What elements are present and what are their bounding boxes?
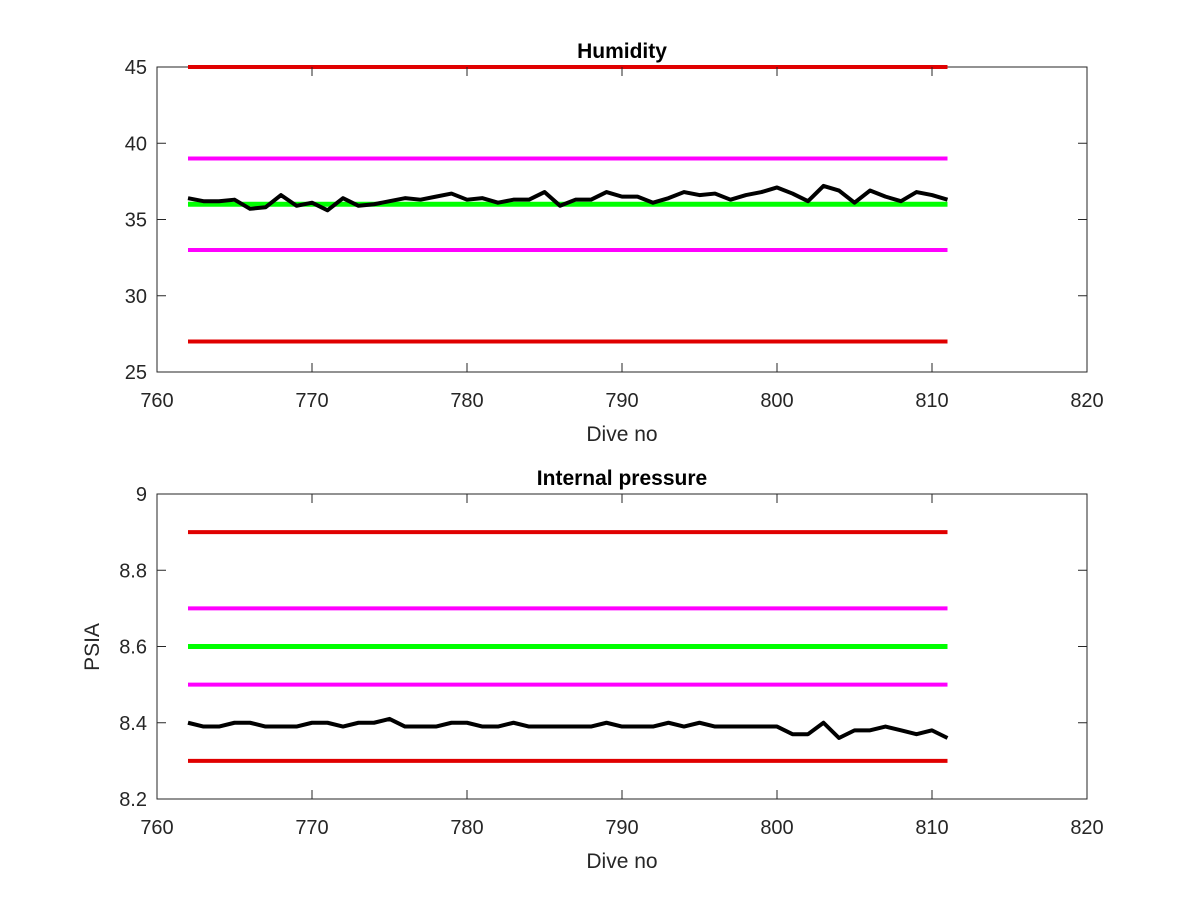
humidity-x-tick-label: 790 — [605, 390, 638, 412]
humidity-x-tick-label: 780 — [450, 390, 483, 412]
humidity-y-tick-label: 30 — [125, 286, 147, 308]
humidity-x-ticks: 760 770 780 790 800 810 820 — [140, 67, 1104, 412]
pressure-y-tick-label: 8.8 — [119, 560, 147, 582]
humidity-series-layer — [187, 65, 949, 344]
pressure-y-tick-label: 8.6 — [119, 637, 147, 659]
humidity-y-ticks: 25 30 35 40 45 — [125, 57, 1087, 384]
pressure-x-tick-label: 790 — [605, 817, 638, 839]
humidity-x-axis-label: Dive no — [586, 423, 657, 446]
pressure-x-ticks: 760 770 780 790 800 810 820 — [140, 494, 1104, 839]
humidity-series-5-line — [187, 183, 949, 213]
pressure-y-axis-label: PSIA — [81, 623, 104, 671]
humidity-x-tick-label: 800 — [760, 390, 793, 412]
pressure-x-tick-label: 810 — [915, 817, 948, 839]
humidity-y-tick-label: 25 — [125, 362, 147, 384]
pressure-y-tick-label: 9 — [136, 484, 147, 506]
humidity-y-tick-label: 40 — [125, 133, 147, 155]
humidity-x-tick-label: 810 — [915, 390, 948, 412]
pressure-x-tick-label: 800 — [760, 817, 793, 839]
humidity-x-tick-label: 820 — [1070, 390, 1103, 412]
pressure-series-layer — [187, 530, 949, 763]
humidity-y-tick-label: 35 — [125, 210, 147, 232]
pressure-x-tick-label: 770 — [295, 817, 328, 839]
humidity-axes-box — [156, 66, 1088, 373]
pressure-x-tick-label: 760 — [140, 817, 173, 839]
pressure-x-tick-label: 780 — [450, 817, 483, 839]
pressure-y-tick-label: 8.2 — [119, 789, 147, 811]
pressure-y-ticks: 8.2 8.4 8.6 8.8 9 — [119, 484, 1087, 811]
pressure-y-tick-label: 8.4 — [119, 713, 147, 735]
pressure-subplot: 760 770 780 790 800 810 820 8.2 8.4 8.6 8.8 9 Inte… — [81, 467, 1104, 873]
humidity-x-tick-label: 770 — [295, 390, 328, 412]
pressure-title: Internal pressure — [537, 467, 707, 490]
pressure-series-5-line — [187, 716, 949, 740]
pressure-x-axis-label: Dive no — [586, 850, 657, 873]
humidity-y-tick-label: 45 — [125, 57, 147, 79]
humidity-x-tick-label: 760 — [140, 390, 173, 412]
humidity-subplot: 760 770 780 790 800 810 820 25 30 35 40 45 Humidit… — [125, 40, 1104, 446]
humidity-title: Humidity — [577, 40, 667, 63]
pressure-x-tick-label: 820 — [1070, 817, 1103, 839]
